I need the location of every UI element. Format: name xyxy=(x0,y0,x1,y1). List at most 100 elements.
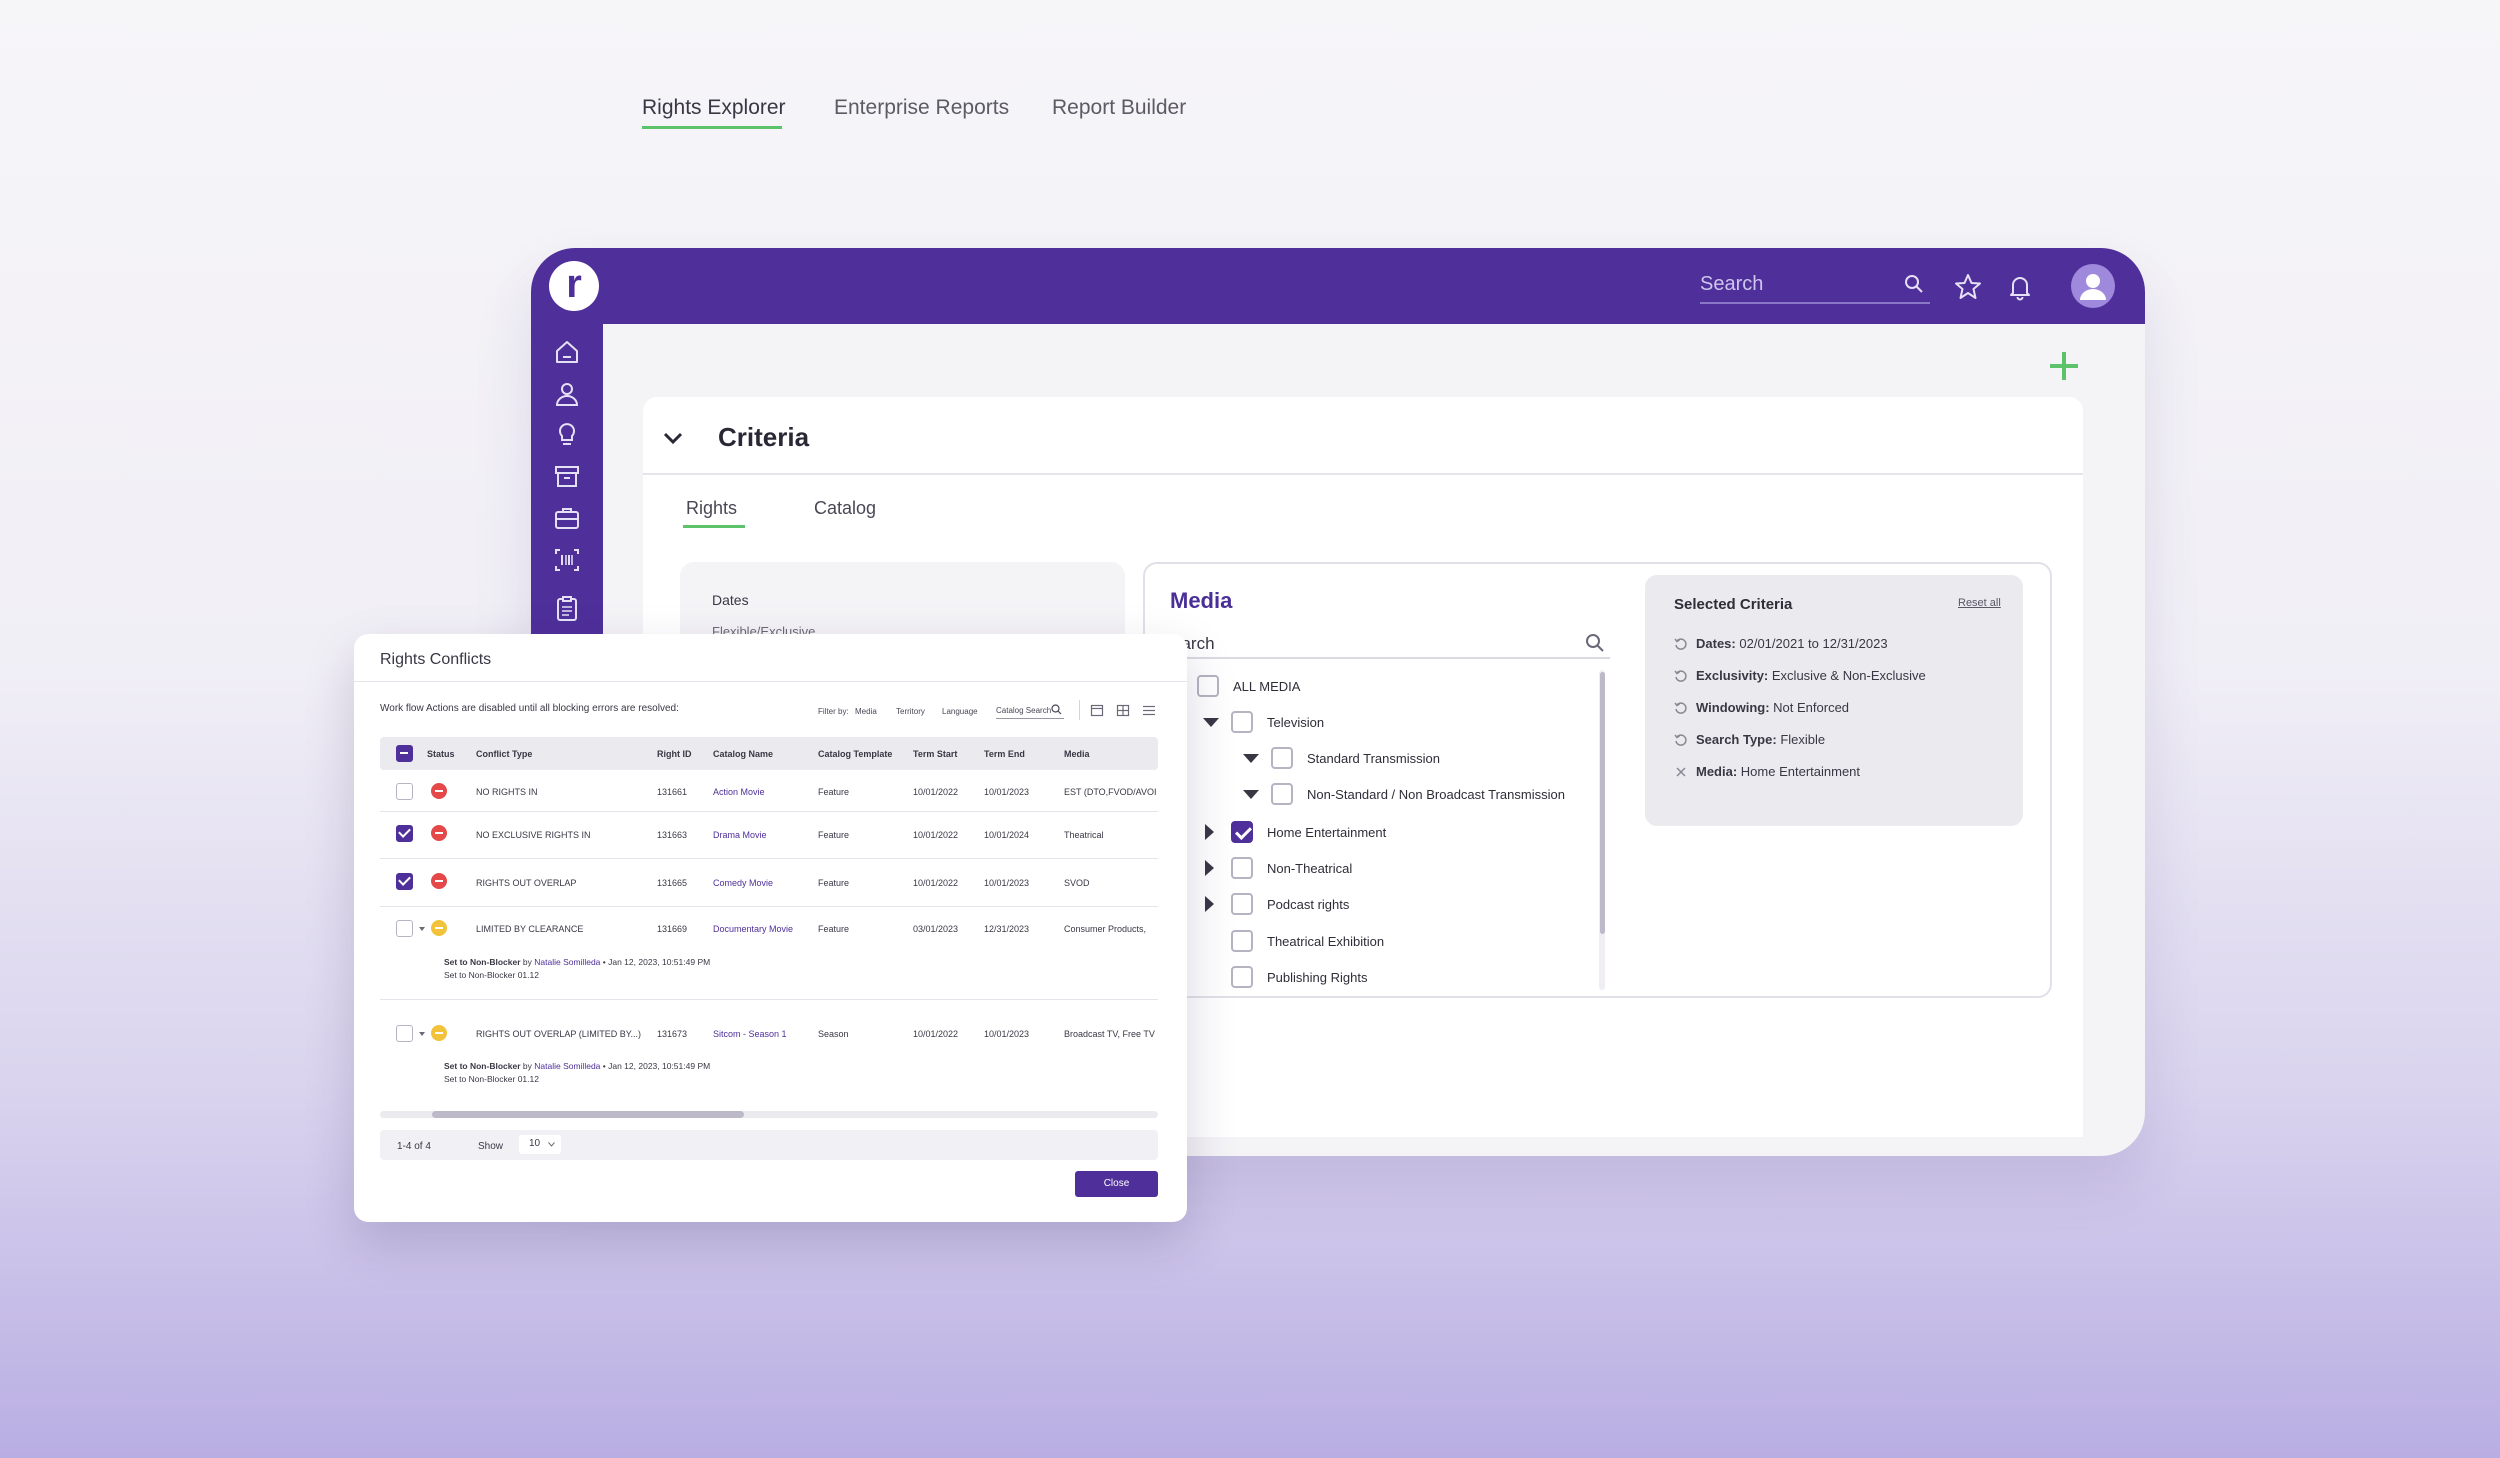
reset-all-link[interactable]: Reset all xyxy=(1958,597,2001,609)
cell-conflict-type: LIMITED BY CLEARANCE xyxy=(476,924,584,934)
avatar[interactable] xyxy=(2071,264,2115,308)
checkbox[interactable] xyxy=(1231,857,1253,879)
cell-right-id: 131663 xyxy=(657,830,688,840)
media-search-field[interactable] xyxy=(1170,627,1610,659)
star-icon[interactable] xyxy=(1953,272,1983,302)
catalog-search-input[interactable]: Catalog Search xyxy=(996,703,1064,719)
caret-down-icon[interactable] xyxy=(1243,753,1259,763)
undo-icon[interactable] xyxy=(1674,637,1688,651)
close-button[interactable]: Close xyxy=(1075,1171,1158,1197)
note-action: Set to Non-Blocker xyxy=(444,1061,521,1071)
app-logo[interactable]: r xyxy=(549,261,599,311)
cell-media: Theatrical xyxy=(1064,830,1104,840)
home-icon[interactable] xyxy=(553,338,581,366)
select-all-checkbox[interactable] xyxy=(396,745,413,762)
global-search-input[interactable] xyxy=(1700,266,1890,302)
note-user-link[interactable]: Natalie Somilleda xyxy=(534,1061,601,1071)
cell-catalog-name-link[interactable]: Sitcom - Season 1 xyxy=(713,1029,787,1039)
horizontal-scrollbar[interactable] xyxy=(380,1111,1158,1118)
checkbox[interactable] xyxy=(1231,966,1253,988)
caret-right-icon[interactable] xyxy=(1205,896,1214,912)
cell-catalog-name-link[interactable]: Drama Movie xyxy=(713,830,767,840)
cell-catalog-name-link[interactable]: Comedy Movie xyxy=(713,878,774,888)
bell-icon[interactable] xyxy=(2005,272,2035,302)
page-size-select[interactable]: 10 xyxy=(519,1135,561,1154)
criteria-row-dates: Dates: 02/01/2021 to 12/31/2023 xyxy=(1674,636,1888,651)
checkbox[interactable] xyxy=(1231,711,1253,733)
expand-caret-icon[interactable] xyxy=(419,1032,425,1036)
lightbulb-icon[interactable] xyxy=(553,420,581,448)
clipboard-icon[interactable] xyxy=(553,594,581,622)
expand-caret-icon[interactable] xyxy=(419,927,425,931)
note-user-link[interactable]: Natalie Somilleda xyxy=(534,957,601,967)
row-checkbox[interactable] xyxy=(396,783,413,800)
column-catalog-template[interactable]: Catalog Template xyxy=(818,749,893,759)
column-term-end[interactable]: Term End xyxy=(984,749,1025,759)
media-item-television[interactable]: Television xyxy=(1203,710,1324,734)
media-item-podcast-rights[interactable]: Podcast rights xyxy=(1205,892,1349,916)
row-note-sub: Set to Non-Blocker 01.12 xyxy=(444,970,539,980)
search-icon[interactable] xyxy=(1585,633,1605,653)
checkbox[interactable] xyxy=(1197,675,1219,697)
cell-catalog-name-link[interactable]: Action Movie xyxy=(713,787,765,797)
barcode-icon[interactable] xyxy=(553,546,581,574)
briefcase-icon[interactable] xyxy=(553,504,581,532)
add-icon[interactable] xyxy=(2048,350,2080,382)
pagination-bar xyxy=(380,1130,1158,1160)
grid-view-icon[interactable] xyxy=(1116,703,1130,717)
checkbox[interactable] xyxy=(1271,783,1293,805)
media-item-theatrical-exhibition[interactable]: Theatrical Exhibition xyxy=(1231,929,1384,953)
global-search[interactable] xyxy=(1700,266,1930,304)
caret-right-icon[interactable] xyxy=(1205,824,1214,840)
caret-right-icon[interactable] xyxy=(1205,860,1214,876)
subtab-rights[interactable]: Rights xyxy=(686,498,738,518)
row-checkbox-checked[interactable] xyxy=(396,873,413,890)
column-status[interactable]: Status xyxy=(427,749,455,759)
undo-icon[interactable] xyxy=(1674,701,1688,715)
chevron-down-icon[interactable] xyxy=(662,428,684,448)
horizontal-scrollbar-thumb[interactable] xyxy=(432,1111,744,1118)
media-item-standard-transmission[interactable]: Standard Transmission xyxy=(1243,746,1440,770)
row-checkbox[interactable] xyxy=(396,1025,413,1042)
criteria-value: Not Enforced xyxy=(1773,700,1850,715)
search-icon[interactable] xyxy=(1904,274,1924,294)
search-icon[interactable] xyxy=(1051,704,1062,715)
media-item-label: Publishing Rights xyxy=(1267,969,1368,985)
column-conflict-type[interactable]: Conflict Type xyxy=(476,749,533,759)
user-icon[interactable] xyxy=(553,380,581,408)
close-icon[interactable] xyxy=(1674,765,1688,779)
media-item-non-standard-transmission[interactable]: Non-Standard / Non Broadcast Transmissio… xyxy=(1243,782,1565,806)
list-view-icon[interactable] xyxy=(1142,703,1156,717)
caret-down-icon[interactable] xyxy=(1203,717,1219,727)
dates-label[interactable]: Dates xyxy=(712,592,749,608)
row-checkbox[interactable] xyxy=(396,920,413,937)
calendar-view-icon[interactable] xyxy=(1090,703,1104,717)
checkbox-checked[interactable] xyxy=(1231,821,1253,843)
checkbox[interactable] xyxy=(1231,930,1253,952)
media-scrollbar-thumb[interactable] xyxy=(1600,672,1605,934)
archive-icon[interactable] xyxy=(553,462,581,490)
media-item-publishing-rights[interactable]: Publishing Rights xyxy=(1231,965,1367,989)
column-catalog-name[interactable]: Catalog Name xyxy=(713,749,774,759)
column-term-start[interactable]: Term Start xyxy=(913,749,958,759)
checkbox[interactable] xyxy=(1231,893,1253,915)
column-right-id[interactable]: Right ID xyxy=(657,749,692,759)
media-item-non-theatrical[interactable]: Non-Theatrical xyxy=(1205,856,1352,880)
tab-enterprise-reports[interactable]: Enterprise Reports xyxy=(834,96,1010,119)
blocker-status-icon xyxy=(431,825,447,841)
row-checkbox-checked[interactable] xyxy=(396,825,413,842)
caret-down-icon[interactable] xyxy=(1243,789,1259,799)
filter-territory[interactable]: Territory xyxy=(896,707,925,716)
undo-icon[interactable] xyxy=(1674,733,1688,747)
filter-media[interactable]: Media xyxy=(855,707,877,716)
checkbox[interactable] xyxy=(1271,747,1293,769)
column-media[interactable]: Media xyxy=(1064,749,1090,759)
undo-icon[interactable] xyxy=(1674,669,1688,683)
media-item-home-entertainment[interactable]: Home Entertainment xyxy=(1205,820,1386,844)
media-item-all-media[interactable]: ALL MEDIA xyxy=(1197,674,1300,698)
tab-report-builder[interactable]: Report Builder xyxy=(1052,96,1187,119)
tab-rights-explorer[interactable]: Rights Explorer xyxy=(642,96,786,119)
cell-catalog-name-link[interactable]: Documentary Movie xyxy=(713,924,794,934)
subtab-catalog[interactable]: Catalog xyxy=(814,498,877,518)
filter-language[interactable]: Language xyxy=(942,707,978,716)
